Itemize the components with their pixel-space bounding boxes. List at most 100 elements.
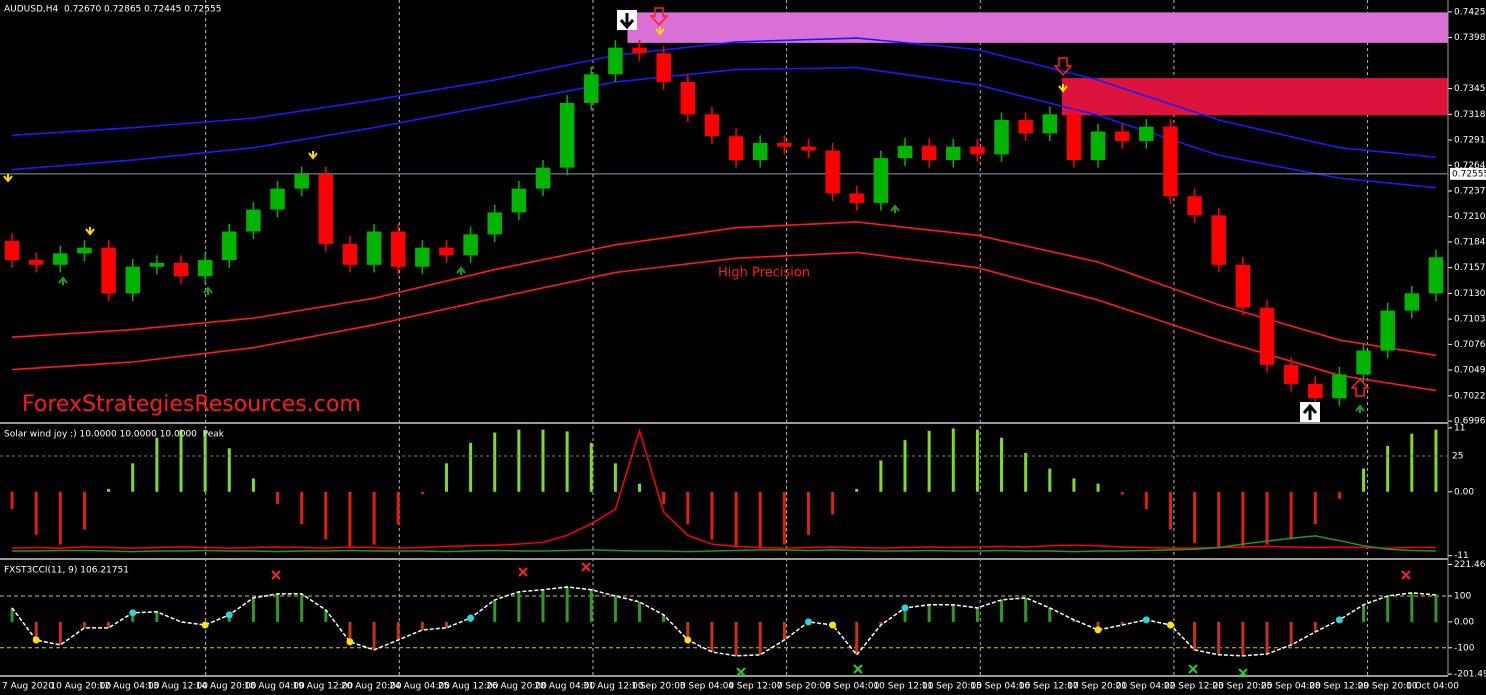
histogram-bar [1337, 491, 1341, 499]
histogram-bar [1410, 592, 1414, 622]
y-tick-label: 0.00 [1454, 487, 1474, 497]
candle-body [197, 260, 213, 277]
histogram-bar [710, 621, 714, 652]
y-tick-label: 0.70495 [1454, 366, 1486, 376]
histogram-bar [1144, 491, 1148, 510]
current-price-label: 0.72555 [1452, 169, 1486, 179]
histogram-bar [82, 491, 86, 530]
histogram-bar [300, 491, 304, 525]
x-tick-label: 4 Sep 12:00 [728, 682, 783, 692]
histogram-bar [324, 609, 328, 622]
histogram-bar [348, 491, 352, 547]
histogram-bar [517, 591, 521, 622]
x-tick-label: 13 Aug 12:00 [147, 682, 208, 692]
candle-body [511, 188, 527, 213]
candle-body [1308, 383, 1323, 399]
candle-body [608, 47, 623, 75]
histogram-bar [1096, 483, 1100, 492]
histogram-bar [1434, 594, 1438, 622]
histogram-bar [203, 430, 207, 492]
level-label: 25 [1452, 452, 1463, 462]
histogram-bar [372, 621, 376, 650]
histogram-bar [420, 491, 424, 495]
candle-body [53, 253, 68, 265]
candle-body [463, 234, 478, 256]
histogram-bar [1289, 491, 1293, 540]
cross-dot [1166, 621, 1174, 629]
histogram-bar [1072, 478, 1076, 492]
candle-body [777, 142, 792, 147]
histogram-bar [1000, 599, 1004, 622]
candle-body [535, 167, 551, 189]
histogram-bar [975, 607, 979, 622]
histogram-bar [927, 430, 931, 492]
candle-body [994, 120, 1009, 155]
x-tick-label: 25 Sep 04:00 [1261, 682, 1321, 692]
histogram-bar [300, 593, 304, 622]
x-tick-label: 1 Oct 04:00 [1406, 682, 1459, 692]
candle-body [656, 53, 671, 82]
candle-body [1139, 126, 1154, 141]
candle-body [173, 262, 189, 277]
histogram-bar [806, 491, 810, 535]
histogram-bar [1265, 491, 1269, 545]
y-tick-label: 0.74255 [1454, 7, 1486, 17]
histogram-bar [758, 491, 762, 549]
candle-body [632, 47, 647, 54]
candle-body [584, 74, 599, 103]
histogram-bar [1386, 445, 1390, 492]
histogram-bar [1120, 621, 1124, 625]
histogram-bar [1241, 621, 1245, 656]
x-tick-label: 7 Sep 20:00 [777, 682, 832, 692]
histogram-bar [1217, 491, 1221, 549]
x-tick-label: 15 Sep 04:00 [970, 682, 1030, 692]
histogram-bar [734, 491, 738, 547]
histogram-bar [107, 488, 111, 492]
x-tick-label: 17 Sep 20:00 [1067, 682, 1127, 692]
histogram-bar [1410, 433, 1414, 492]
red-cross [271, 562, 1411, 580]
histogram-bar [131, 463, 135, 492]
x-tick-label: 14 Aug 20:00 [196, 682, 257, 692]
y-tick-label: 0.70765 [1454, 340, 1486, 350]
cross-dot [1094, 626, 1102, 634]
candle-body [1428, 257, 1444, 294]
signal-arrows [3, 7, 1411, 678]
y-tick-label: -100 [1454, 643, 1475, 653]
histogram-bar [710, 491, 714, 540]
histogram-bar [227, 448, 231, 492]
green-cross [736, 664, 1248, 678]
candle-body [1332, 374, 1347, 399]
histogram-bar [1048, 468, 1052, 492]
candle-body [897, 145, 913, 159]
cross-dot [684, 636, 692, 644]
histogram-bar [1289, 621, 1293, 645]
histogram-bar [1096, 621, 1100, 630]
histogram-bar [155, 611, 159, 622]
current-price-box [1450, 167, 1486, 180]
candle-body [728, 136, 744, 161]
histogram-bar [903, 440, 907, 492]
candle-body [270, 188, 285, 210]
histogram-bar [179, 429, 183, 492]
histogram-bar [734, 621, 738, 656]
histogram-bar [1168, 491, 1172, 530]
y-tick-label: 221.46634 [1454, 560, 1486, 570]
candle-body [4, 241, 20, 261]
candle-body [970, 146, 985, 155]
histogram-bar [444, 621, 448, 628]
cross-dot [804, 618, 812, 626]
histogram-bar [879, 460, 883, 492]
candle-body [1356, 350, 1371, 375]
candle-body [366, 231, 382, 265]
candle-body [873, 158, 889, 203]
x-tick-label: 28 Sep 12:00 [1309, 682, 1369, 692]
histogram-bar [1241, 491, 1245, 548]
candle-body [246, 209, 261, 232]
histogram-bar [276, 593, 280, 622]
panel-frames [0, 0, 1449, 677]
annotation: High Precision [718, 266, 810, 281]
candle-body [1211, 215, 1226, 265]
